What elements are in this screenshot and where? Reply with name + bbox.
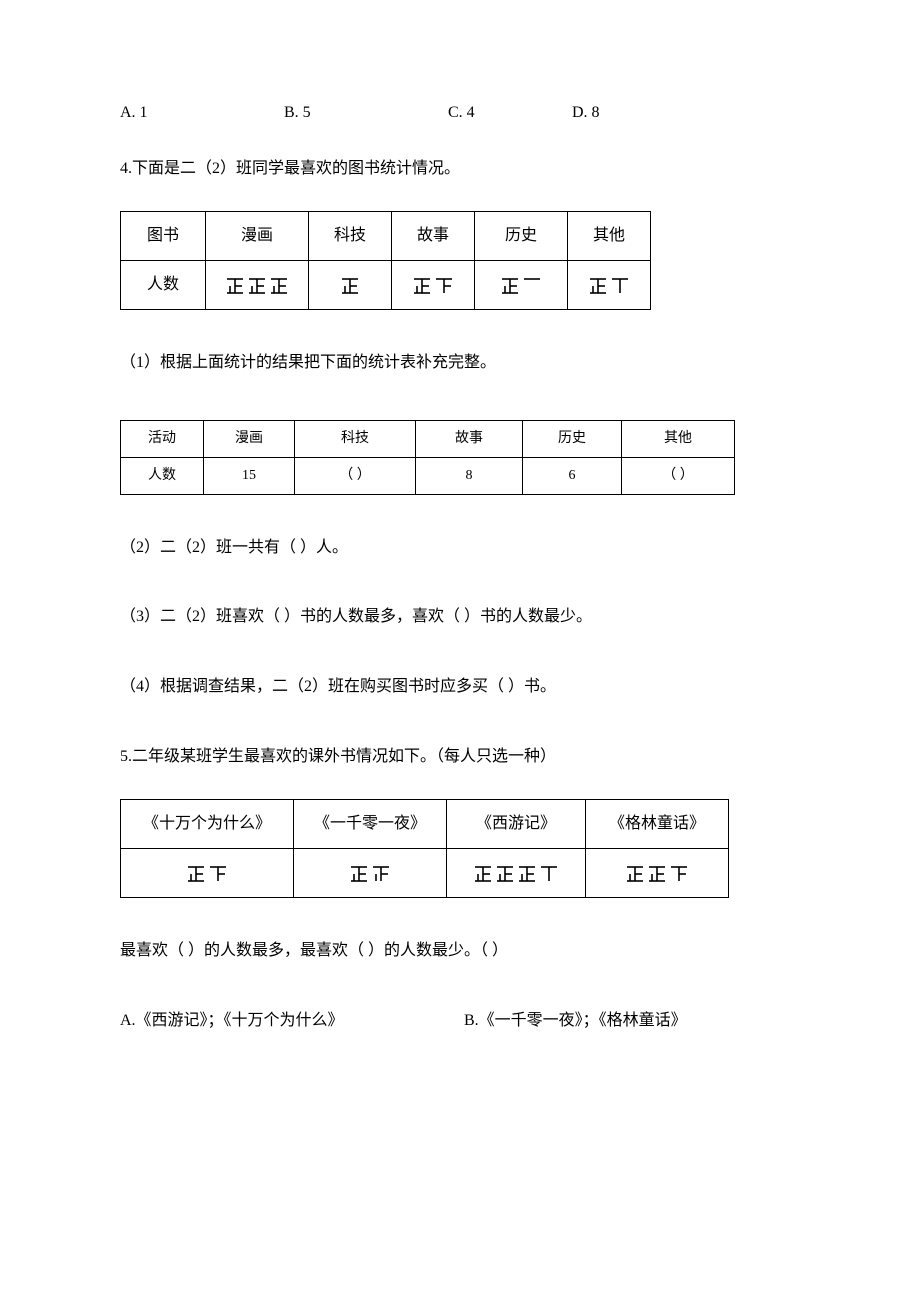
q4-tally-table: 图书 漫画 科技 故事 历史 其他 人数 xyxy=(120,211,651,310)
table-row: 《十万个为什么》 《一千零一夜》 《西游记》 《格林童话》 xyxy=(121,800,729,849)
q3-options: A. 1 B. 5 C. 4 D. 8 xyxy=(120,100,800,126)
q4-tally-tech xyxy=(309,261,392,310)
q5-blank: 最喜欢（ ）的人数最多，最喜欢（ ）的人数最少。（ ） xyxy=(120,938,800,964)
q4-t2-v2: 8 xyxy=(416,457,523,494)
q3-option-c: C. 4 xyxy=(448,100,568,126)
q5-options: A.《西游记》；《十万个为什么》 B.《一千零一夜》；《格林童话》 xyxy=(120,1008,800,1034)
q5-h0: 《十万个为什么》 xyxy=(121,800,294,849)
q4-t2-h4: 历史 xyxy=(523,420,622,457)
q4-t2-v0: 15 xyxy=(204,457,295,494)
q5-tally-xiyou xyxy=(447,849,586,898)
q4-tally-manga xyxy=(206,261,309,310)
q4-tally-story xyxy=(392,261,475,310)
q4-sub4: （4）根据调查结果，二（2）班在购买图书时应多买（ ）书。 xyxy=(120,674,800,700)
q5-table: 《十万个为什么》 《一千零一夜》 《西游记》 《格林童话》 xyxy=(120,799,729,898)
q4-sub3: （3）二（2）班喜欢（ ）书的人数最多，喜欢（ ）书的人数最少。 xyxy=(120,604,800,630)
q4-tally-history xyxy=(475,261,568,310)
q4-t1-rowlabel: 人数 xyxy=(121,261,206,310)
q4-t2-v3: 6 xyxy=(523,457,622,494)
q4-t2-rowlabel: 人数 xyxy=(121,457,204,494)
q4-t1-h0: 图书 xyxy=(121,212,206,261)
q3-option-b: B. 5 xyxy=(284,100,444,126)
table-row: 活动 漫画 科技 故事 历史 其他 xyxy=(121,420,735,457)
q5-stem: 5.二年级某班学生最喜欢的课外书情况如下。（每人只选一种） xyxy=(120,744,800,770)
q5-option-a: A.《西游记》；《十万个为什么》 xyxy=(120,1008,460,1034)
table-row xyxy=(121,849,729,898)
q4-t2-h0: 活动 xyxy=(121,420,204,457)
q4-t1-h5: 其他 xyxy=(568,212,651,261)
q4-t1-h4: 历史 xyxy=(475,212,568,261)
q4-tally-other xyxy=(568,261,651,310)
q5-option-b: B.《一千零一夜》；《格林童话》 xyxy=(464,1012,687,1029)
q4-sub2: （2）二（2）班一共有（ ）人。 xyxy=(120,535,800,561)
q3-option-a: A. 1 xyxy=(120,100,280,126)
q4-fill-table: 活动 漫画 科技 故事 历史 其他 人数 15 （ ） 8 6 （ ） xyxy=(120,420,735,495)
table-row: 图书 漫画 科技 故事 历史 其他 xyxy=(121,212,651,261)
q5-h2: 《西游记》 xyxy=(447,800,586,849)
q4-t1-h1: 漫画 xyxy=(206,212,309,261)
q3-option-d: D. 8 xyxy=(572,100,600,126)
q4-t2-v4: （ ） xyxy=(622,457,735,494)
q4-t1-h3: 故事 xyxy=(392,212,475,261)
q4-t2-h3: 故事 xyxy=(416,420,523,457)
q4-t2-h1: 漫画 xyxy=(204,420,295,457)
q4-sub1: （1）根据上面统计的结果把下面的统计表补充完整。 xyxy=(120,350,800,376)
q4-t2-h5: 其他 xyxy=(622,420,735,457)
table-row: 人数 xyxy=(121,261,651,310)
q4-t2-v1: （ ） xyxy=(295,457,416,494)
q5-tally-nights xyxy=(294,849,447,898)
q5-h1: 《一千零一夜》 xyxy=(294,800,447,849)
q4-stem: 4.下面是二（2）班同学最喜欢的图书统计情况。 xyxy=(120,156,800,182)
q5-tally-grimm xyxy=(586,849,729,898)
q5-tally-why xyxy=(121,849,294,898)
q4-t2-h2: 科技 xyxy=(295,420,416,457)
table-row: 人数 15 （ ） 8 6 （ ） xyxy=(121,457,735,494)
q5-h3: 《格林童话》 xyxy=(586,800,729,849)
q4-t1-h2: 科技 xyxy=(309,212,392,261)
page: A. 1 B. 5 C. 4 D. 8 4.下面是二（2）班同学最喜欢的图书统计… xyxy=(0,0,920,1302)
